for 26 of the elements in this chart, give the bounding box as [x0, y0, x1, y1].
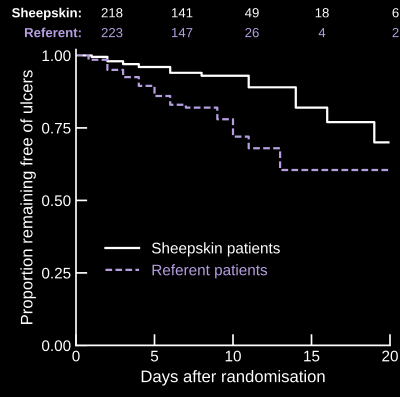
legend-label: Sheepskin patients [152, 242, 280, 257]
text: 147 [172, 28, 192, 38]
text: 49 [244, 8, 259, 18]
legend-label: Referent patients [152, 264, 268, 278]
y-tick-label: 1.00 [42, 50, 71, 62]
text: 218 [102, 8, 122, 18]
x-tick-label: 20 [382, 350, 398, 362]
text: Referent: [24, 28, 81, 38]
y-tick-label: 0.50 [42, 195, 71, 206]
x-tick-label: 0 [72, 350, 80, 362]
y-axis-title: Proportion remaining free of ulcers [20, 70, 36, 324]
x-tick-label: 5 [150, 350, 158, 362]
text: 26 [245, 28, 259, 38]
text: Sheepskin: [12, 8, 81, 20]
y-tick-label: 0.00 [42, 340, 71, 352]
text: 4 [318, 28, 326, 38]
x-tick-label: 15 [304, 350, 320, 362]
text: 6 [392, 8, 399, 18]
y-tick-label: 0.75 [42, 122, 70, 134]
text: 223 [102, 28, 122, 38]
text: 2 [392, 28, 399, 38]
x-tick-label: 10 [226, 350, 241, 362]
text: 141 [172, 8, 192, 18]
x-axis-title: Days after randomisation [142, 370, 325, 386]
y-tick-label: 0.25 [42, 268, 70, 279]
text: 18 [316, 8, 329, 18]
